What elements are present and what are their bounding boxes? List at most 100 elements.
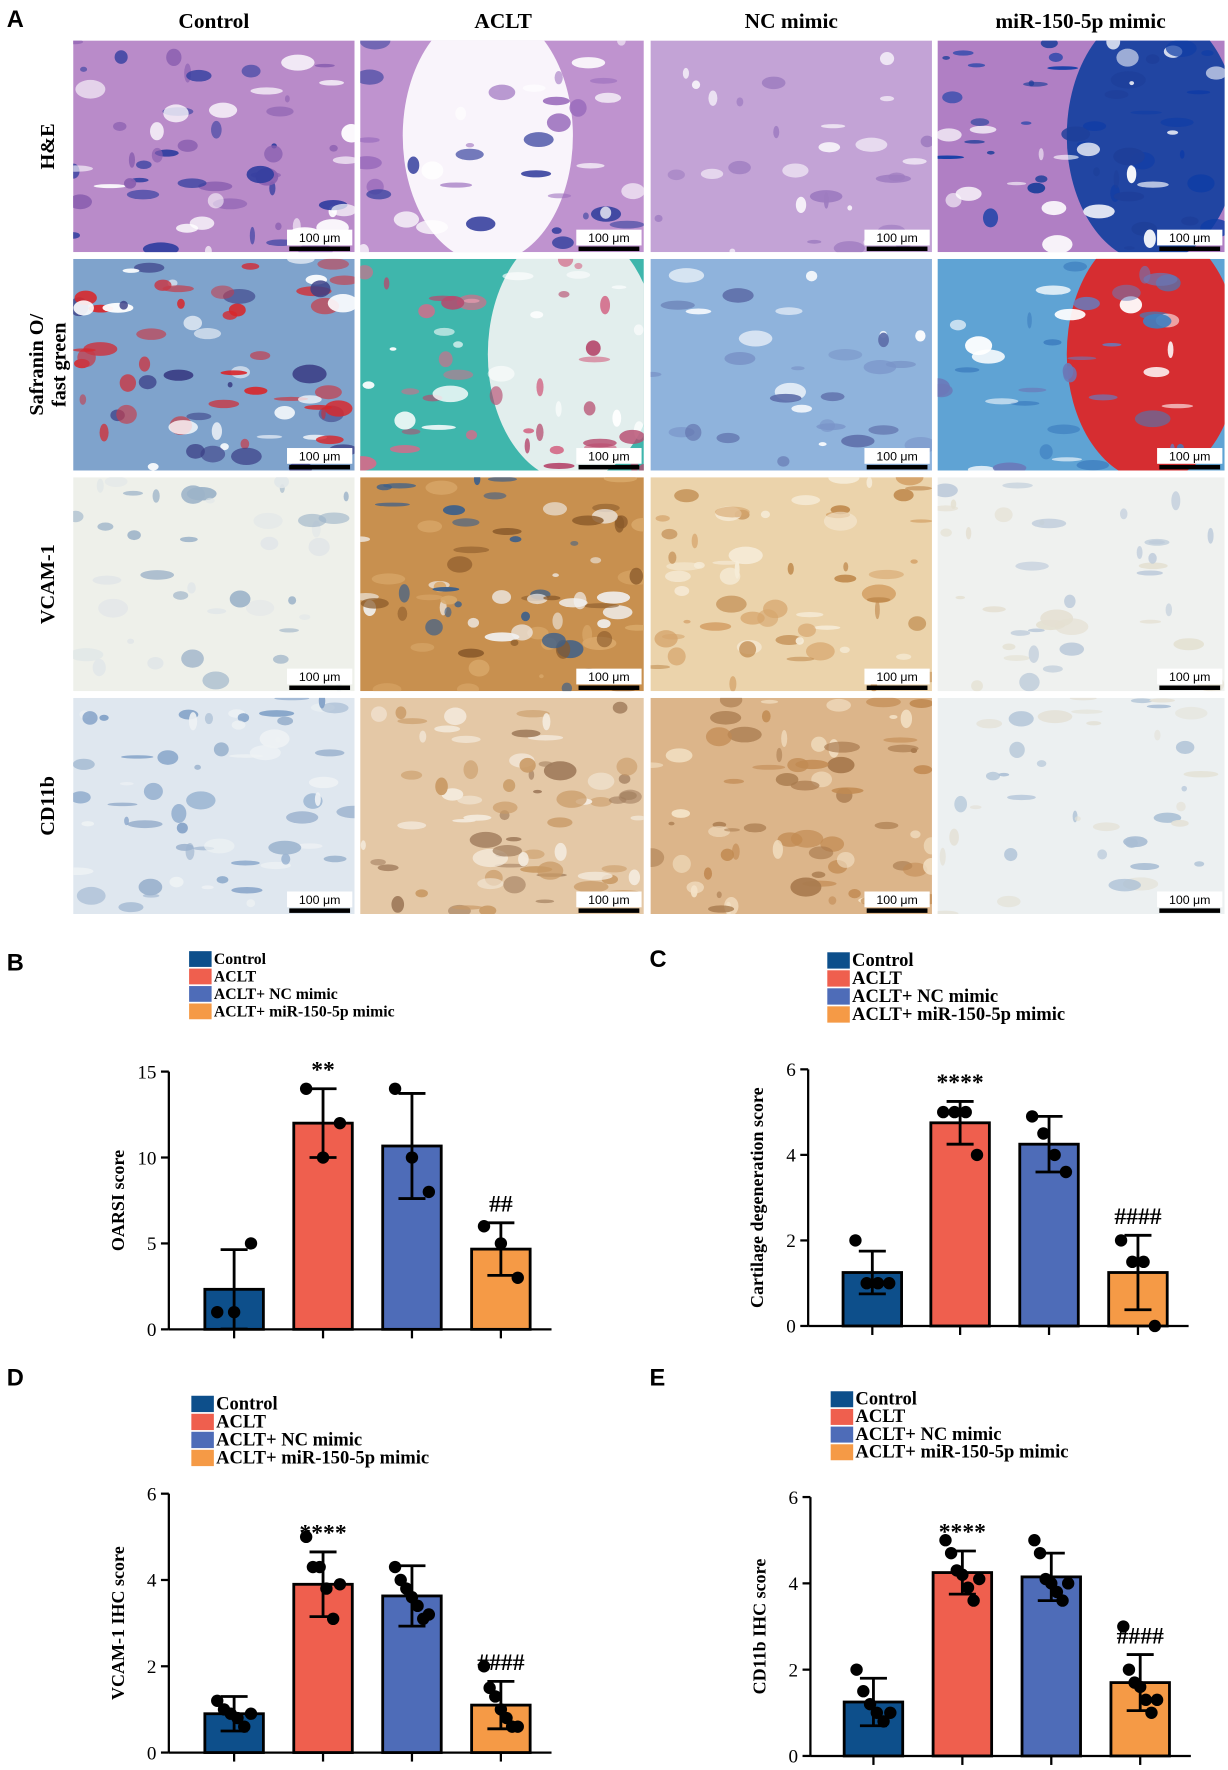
tissue-detail bbox=[395, 706, 407, 720]
tissue-detail bbox=[879, 95, 895, 102]
tissue-detail bbox=[240, 438, 250, 450]
tissue-detail bbox=[942, 55, 950, 60]
tissue-detail bbox=[596, 591, 631, 604]
tissue-detail bbox=[1047, 66, 1079, 70]
error-bar bbox=[1124, 1233, 1152, 1312]
tissue-detail bbox=[143, 782, 163, 800]
tissue-detail bbox=[492, 801, 518, 814]
tissue-detail bbox=[73, 510, 84, 523]
micrograph: 100 μm bbox=[937, 477, 1225, 692]
data-point bbox=[477, 1660, 491, 1673]
tissue-detail bbox=[1130, 698, 1153, 704]
tissue-detail bbox=[998, 772, 1010, 777]
tissue-detail bbox=[1153, 812, 1182, 823]
tissue-detail bbox=[281, 853, 291, 865]
tissue-detail bbox=[371, 573, 406, 585]
significance-label: **** bbox=[936, 1070, 983, 1096]
tissue-detail bbox=[229, 590, 251, 608]
tissue-detail bbox=[1167, 130, 1179, 135]
tissue-detail bbox=[374, 502, 410, 507]
tissue-detail bbox=[716, 891, 722, 899]
tissue-detail bbox=[157, 750, 179, 765]
significance-label: ** bbox=[311, 1058, 335, 1084]
scale-bar-background bbox=[1157, 891, 1223, 908]
tissue-detail bbox=[82, 711, 98, 725]
tissue-detail bbox=[1108, 878, 1141, 892]
tissue-detail bbox=[518, 851, 529, 867]
tissue-detail bbox=[511, 729, 541, 738]
tissue-detail bbox=[693, 561, 705, 569]
tissue-detail bbox=[624, 624, 644, 631]
legend-swatch bbox=[830, 1444, 854, 1461]
tissue-detail bbox=[542, 502, 568, 516]
data-point bbox=[849, 1234, 862, 1247]
tissue-detail bbox=[818, 142, 841, 153]
tissue-detail bbox=[839, 646, 850, 654]
tissue-detail bbox=[905, 486, 932, 491]
data-point bbox=[326, 1612, 340, 1626]
tissue-detail bbox=[511, 624, 533, 641]
tissue-detail bbox=[1130, 110, 1162, 115]
tissue-detail bbox=[551, 227, 562, 234]
tissue-detail bbox=[468, 659, 490, 677]
tissue-detail bbox=[443, 369, 474, 380]
tissue-detail bbox=[138, 356, 151, 372]
tissue-detail bbox=[674, 489, 699, 503]
tissue-detail bbox=[1006, 181, 1027, 186]
tissue-detail bbox=[1136, 545, 1143, 560]
tissue-detail bbox=[543, 761, 577, 781]
scale-bar-label: 100 μm bbox=[588, 893, 630, 907]
micrograph: 100 μm bbox=[73, 477, 355, 692]
tissue-detail bbox=[683, 619, 691, 624]
tissue-detail bbox=[432, 385, 469, 403]
tissue-detail bbox=[73, 40, 84, 45]
micrograph: 100 μm bbox=[360, 40, 644, 253]
legend-label: ACLT bbox=[855, 1406, 905, 1427]
tissue-detail bbox=[942, 91, 963, 104]
tissue-detail bbox=[1134, 410, 1171, 428]
legend-swatch bbox=[189, 986, 212, 1002]
tissue-detail bbox=[457, 795, 483, 805]
tissue-detail bbox=[1076, 142, 1101, 157]
tissue-detail bbox=[329, 144, 338, 152]
y-tick-label: 0 bbox=[147, 1743, 157, 1764]
tissue-detail bbox=[1064, 594, 1076, 609]
tissue-detail bbox=[1120, 508, 1128, 520]
tissue-detail bbox=[231, 886, 263, 894]
micrograph-background bbox=[937, 477, 1225, 692]
tissue-detail bbox=[466, 430, 478, 440]
tissue-detail bbox=[650, 371, 662, 377]
panel-label: E bbox=[649, 1366, 665, 1392]
tissue-detail bbox=[360, 244, 369, 253]
tissue-detail bbox=[287, 258, 315, 264]
tissue-detail bbox=[760, 510, 771, 519]
tissue-detail bbox=[75, 79, 106, 99]
tissue-detail bbox=[166, 48, 182, 66]
legend-label: ACLT bbox=[852, 968, 902, 989]
data-point bbox=[320, 1582, 333, 1595]
tissue-detail bbox=[200, 445, 226, 463]
tissue-detail bbox=[655, 515, 670, 522]
tissue-detail bbox=[245, 599, 275, 616]
tissue-detail bbox=[208, 399, 240, 409]
tissue-detail bbox=[760, 699, 779, 704]
tissue-detail bbox=[428, 295, 457, 302]
data-point bbox=[1025, 1110, 1039, 1123]
tissue-detail bbox=[1187, 174, 1215, 193]
tissue-detail bbox=[397, 718, 428, 725]
tissue-detail bbox=[319, 80, 344, 86]
tissue-detail bbox=[535, 899, 555, 904]
tissue-detail bbox=[360, 40, 391, 50]
column-label: Control bbox=[178, 9, 249, 33]
scale-bar bbox=[578, 464, 640, 470]
tissue-detail bbox=[477, 878, 504, 890]
tissue-detail bbox=[1165, 603, 1173, 617]
tissue-detail bbox=[1027, 312, 1032, 329]
legend-swatch bbox=[189, 1003, 212, 1020]
tissue-detail bbox=[875, 174, 912, 183]
tissue-detail bbox=[573, 880, 609, 893]
tissue-detail bbox=[619, 429, 644, 444]
tissue-detail bbox=[572, 515, 604, 526]
tissue-detail bbox=[590, 77, 618, 84]
tissue-detail bbox=[600, 295, 611, 315]
